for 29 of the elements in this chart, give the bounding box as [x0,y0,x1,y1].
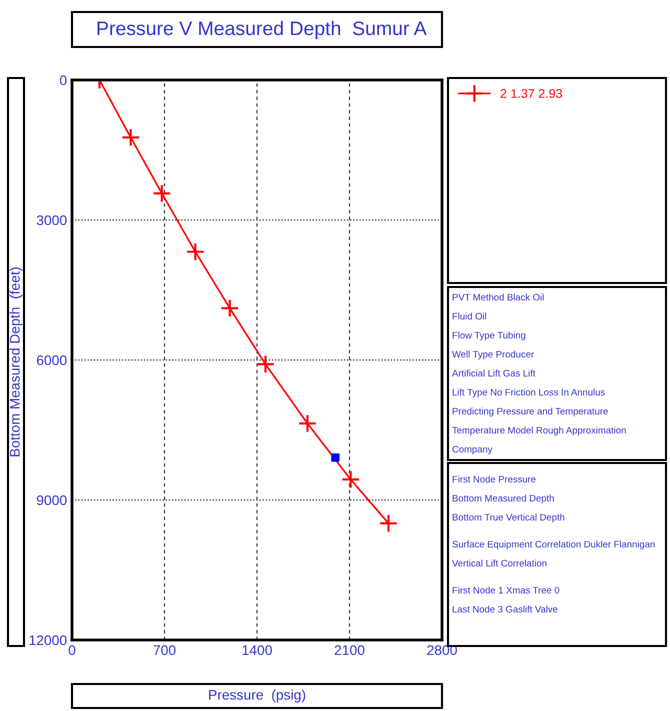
x-tick-label: 700 [154,645,176,656]
text: Fluid Oil [452,312,486,320]
x-axis-title: Pressure (psig) [209,690,306,702]
text: Bottom True Vertical Depth [452,514,564,522]
text: Vertical Lift Correlation [452,560,546,567]
y-tick-label: 6000 [36,355,67,366]
text: Flow Type Tubing [452,332,526,340]
y-tick-label: 12000 [30,635,67,646]
x-tick-label: 2100 [334,645,364,656]
text: Company [452,446,492,454]
chart-title: Pressure V Measured Depth Sumur A [98,20,427,40]
text: First Node 1 Xmas Tree 0 [452,586,560,594]
text: Artificial Lift Gas Lift [452,370,536,377]
x-tick-label: 1400 [242,645,272,656]
x-tick-label: 0 [68,645,76,656]
y-axis-title: Bottom Measured Depth (feet) [10,268,22,456]
text: Last Node 3 Gaslift Valve [452,606,558,613]
y-tick-label: 9000 [36,495,67,506]
text: Lift Type No Friction Loss In Annulus [452,388,605,398]
legend-label: 2 1.37 2.93 [500,89,562,98]
y-tick-label: 3000 [36,215,67,226]
text: Temperature Model Rough Approximation [452,426,626,436]
text: Predicting Pressure and Temperature [452,408,608,416]
text: First Node Pressure [452,476,536,483]
y-tick-label: 0 [60,75,67,86]
text: Well Type Producer [452,350,534,360]
text: Surface Equipment Correlation Dukler Flannigan [452,540,655,550]
text: PVT Method Black Oil [452,294,544,301]
text: Bottom Measured Depth [452,494,554,504]
